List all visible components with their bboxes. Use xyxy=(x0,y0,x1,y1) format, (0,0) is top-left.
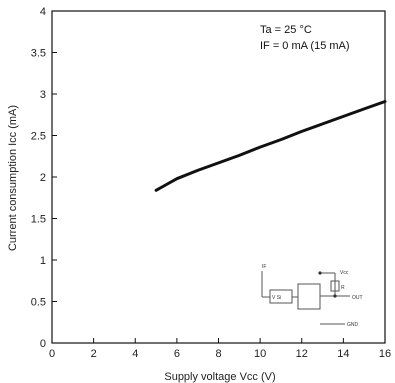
x-axis-label: Supply voltage Vcc (V) xyxy=(164,371,275,383)
x-tick-label: 10 xyxy=(254,348,266,360)
x-tick-label: 12 xyxy=(296,348,308,360)
y-tick-label: 1.5 xyxy=(31,214,46,226)
inset-label-r: R xyxy=(341,285,345,291)
y-tick-label: 1 xyxy=(40,255,46,267)
inset-label-vcc: Vcc xyxy=(340,270,349,276)
x-tick-label: 4 xyxy=(132,348,138,360)
condition-temperature: Ta = 25 °C xyxy=(260,24,312,36)
y-tick-label: 2.5 xyxy=(31,131,46,143)
inset-label-gnd: GND xyxy=(347,322,359,328)
y-tick-label: 3 xyxy=(40,89,46,101)
x-tick-label: 14 xyxy=(337,348,349,360)
y-tick-label: 0.5 xyxy=(31,297,46,309)
inset-label-if: IF xyxy=(262,264,266,270)
y-tick-label: 3.5 xyxy=(31,48,46,60)
y-axis-ticks: 0 0.5 1 1.5 2 2.5 3 3.5 4 xyxy=(31,6,57,350)
y-tick-label: 2 xyxy=(40,172,46,184)
x-tick-label: 2 xyxy=(91,348,97,360)
conditions-note: Ta = 25 °C IF = 0 mA (15 mA) xyxy=(260,24,350,52)
series-line-0 xyxy=(154,100,387,192)
junction-dot xyxy=(318,271,322,275)
condition-forward-current: IF = 0 mA (15 mA) xyxy=(260,40,350,52)
y-axis-label: Current consumption Icc (mA) xyxy=(7,105,19,251)
x-axis-ticks: 0 2 4 6 8 10 12 14 16 xyxy=(49,338,391,360)
series-layer xyxy=(154,100,387,192)
x-tick-label: 0 xyxy=(49,348,55,360)
inset-label-vsi: V Si xyxy=(272,295,281,301)
circuit-inset: IF Vcc R OUT GND V Si xyxy=(256,262,378,332)
circuit-inset-background xyxy=(256,262,378,332)
inset-label-out: OUT xyxy=(352,295,363,301)
x-tick-label: 16 xyxy=(379,348,391,360)
x-tick-label: 8 xyxy=(215,348,221,360)
resistor-symbol xyxy=(330,280,340,292)
junction-dot xyxy=(333,294,337,298)
y-tick-label: 0 xyxy=(40,338,46,350)
x-tick-label: 6 xyxy=(174,348,180,360)
y-tick-label: 4 xyxy=(40,6,46,18)
